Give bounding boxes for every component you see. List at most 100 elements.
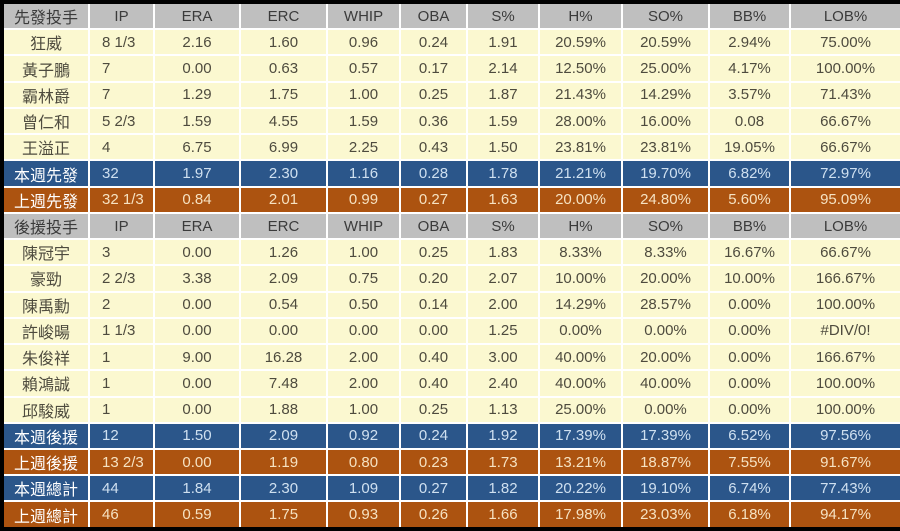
stat-cell: #DIV/0! xyxy=(789,316,900,346)
stat-cell: 71.43% xyxy=(789,80,900,109)
stat-cell: 72.97% xyxy=(789,159,900,188)
summary-row-previous: 上週總計 46 0.59 1.75 0.93 0.26 1.66 17.98% 23.03% 6.… xyxy=(1,500,900,530)
player-row: 陳禹勳 2 0.00 0.54 0.50 0.14 2.00 14.29% 28.57% 0.00… xyxy=(1,290,900,319)
column-header-cell: H% xyxy=(538,0,623,31)
stat-cell: 40.00% xyxy=(538,343,623,372)
stat-cell: 1.92 xyxy=(466,421,540,451)
stat-cell: 1.00 xyxy=(326,80,401,109)
stat-cell: 1.63 xyxy=(466,185,540,214)
stat-cell: 19.05% xyxy=(708,133,791,162)
stat-cell: 1.25 xyxy=(466,316,540,346)
row-label-cell: 本週後援 xyxy=(1,421,90,451)
stat-cell: 1 1/3 xyxy=(88,316,155,346)
column-header-cell: H% xyxy=(538,211,623,241)
stat-cell: 0.00 xyxy=(153,290,241,319)
stat-cell: 20.00% xyxy=(621,343,710,372)
stat-cell: 6.74% xyxy=(708,474,791,503)
stat-cell: 0.00 xyxy=(153,395,241,424)
stat-cell: 2.25 xyxy=(326,133,401,162)
column-header-cell: LOB% xyxy=(789,0,900,31)
stat-cell: 0.27 xyxy=(399,474,468,503)
stat-cell: 14.29% xyxy=(538,290,623,319)
stat-cell: 28.00% xyxy=(538,106,623,136)
row-label-cell: 邱駿威 xyxy=(1,395,90,424)
stat-cell: 32 xyxy=(88,159,155,188)
stat-cell: 66.67% xyxy=(789,133,900,162)
row-label-cell: 黃子鵬 xyxy=(1,54,90,83)
stat-cell: 7 xyxy=(88,54,155,83)
stat-cell: 1.84 xyxy=(153,474,241,503)
stat-cell: 12.50% xyxy=(538,54,623,83)
stat-cell: 0.25 xyxy=(399,395,468,424)
column-header-cell: BB% xyxy=(708,0,791,31)
row-label-cell: 曾仁和 xyxy=(1,106,90,136)
stat-cell: 7.55% xyxy=(708,447,791,477)
stat-cell: 0.00% xyxy=(708,290,791,319)
stat-cell: 2.16 xyxy=(153,28,241,57)
player-row: 曾仁和 5 2/3 1.59 4.55 1.59 0.36 1.59 28.00% 16.00%… xyxy=(1,106,900,136)
stat-cell: 0.28 xyxy=(399,159,468,188)
column-header-cell: ERA xyxy=(153,211,241,241)
column-header-cell: OBA xyxy=(399,0,468,31)
stat-cell: 97.56% xyxy=(789,421,900,451)
stat-cell: 0.14 xyxy=(399,290,468,319)
stat-cell: 1.50 xyxy=(466,133,540,162)
stat-cell: 16.00% xyxy=(621,106,710,136)
stat-cell: 95.09% xyxy=(789,185,900,214)
stat-cell: 0.20 xyxy=(399,264,468,293)
stat-cell: 10.00% xyxy=(538,264,623,293)
stat-cell: 2.01 xyxy=(239,185,328,214)
column-header-cell: OBA xyxy=(399,211,468,241)
player-row: 陳冠宇 3 0.00 1.26 1.00 0.25 1.83 8.33% 8.33% 16.67%… xyxy=(1,238,900,267)
column-header-cell: LOB% xyxy=(789,211,900,241)
column-header-cell: WHIP xyxy=(326,0,401,31)
stat-cell: 2.94% xyxy=(708,28,791,57)
stat-cell: 4.55 xyxy=(239,106,328,136)
stat-cell: 19.70% xyxy=(621,159,710,188)
stat-cell: 1 xyxy=(88,343,155,372)
section-title-cell: 後援投手 xyxy=(1,211,90,241)
stat-cell: 0.25 xyxy=(399,80,468,109)
row-label-cell: 上週總計 xyxy=(1,500,90,530)
stat-cell: 0.43 xyxy=(399,133,468,162)
stat-cell: 4.17% xyxy=(708,54,791,83)
row-label-cell: 豪勁 xyxy=(1,264,90,293)
stat-cell: 0.50 xyxy=(326,290,401,319)
stat-cell: 13 2/3 xyxy=(88,447,155,477)
stat-cell: 77.43% xyxy=(789,474,900,503)
stat-cell: 2 2/3 xyxy=(88,264,155,293)
column-header-cell: WHIP xyxy=(326,211,401,241)
summary-row-previous: 上週後援 13 2/3 0.00 1.19 0.80 0.23 1.73 13.21% 18.8… xyxy=(1,447,900,477)
column-header-cell: ERC xyxy=(239,211,328,241)
stat-cell: 0.00 xyxy=(153,447,241,477)
column-header-cell: S% xyxy=(466,0,540,31)
stat-cell: 7 xyxy=(88,80,155,109)
stat-cell: 3.38 xyxy=(153,264,241,293)
stat-cell: 6.52% xyxy=(708,421,791,451)
stat-cell: 13.21% xyxy=(538,447,623,477)
stat-cell: 0.99 xyxy=(326,185,401,214)
stat-cell: 0.57 xyxy=(326,54,401,83)
stat-cell: 6.75 xyxy=(153,133,241,162)
stat-cell: 2.40 xyxy=(466,369,540,398)
player-row: 許峻暘 1 1/3 0.00 0.00 0.00 0.00 1.25 0.00% 0.00% 0.… xyxy=(1,316,900,346)
column-header-cell: S% xyxy=(466,211,540,241)
player-row: 狂威 8 1/3 2.16 1.60 0.96 0.24 1.91 20.59% 20.59% 2… xyxy=(1,28,900,57)
stat-cell: 23.03% xyxy=(621,500,710,530)
column-header-cell: SO% xyxy=(621,211,710,241)
stat-cell: 94.17% xyxy=(789,500,900,530)
stat-cell: 0.00% xyxy=(708,369,791,398)
stat-cell: 1.59 xyxy=(466,106,540,136)
row-label-cell: 朱俊祥 xyxy=(1,343,90,372)
stat-cell: 12 xyxy=(88,421,155,451)
stat-cell: 20.22% xyxy=(538,474,623,503)
stat-cell: 1.09 xyxy=(326,474,401,503)
stat-cell: 14.29% xyxy=(621,80,710,109)
stat-cell: 2.14 xyxy=(466,54,540,83)
stat-cell: 0.00 xyxy=(153,54,241,83)
stat-cell: 20.00% xyxy=(621,264,710,293)
player-row: 邱駿威 1 0.00 1.88 1.00 0.25 1.13 25.00% 0.00% 0.00%… xyxy=(1,395,900,424)
stat-cell: 0.93 xyxy=(326,500,401,530)
stat-cell: 0.24 xyxy=(399,421,468,451)
